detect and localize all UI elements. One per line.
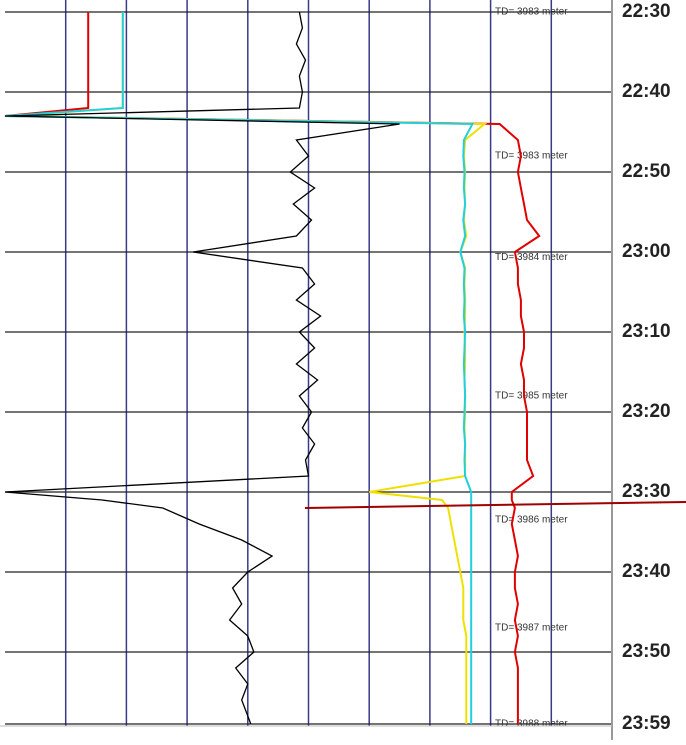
time-tick-label: 23:30 <box>622 481 671 502</box>
time-tick-label: 23:40 <box>622 561 671 582</box>
annotations: TD= 3983 meter TD= 3983 meter TD= 3984 met… <box>495 7 568 730</box>
time-axis: 22:30 22:40 22:50 23:00 23:10 23:20 23:30 23:40… <box>622 1 671 734</box>
time-tick-label: 23:20 <box>622 401 671 422</box>
time-tick-label: 22:30 <box>622 1 671 22</box>
depth-annotation: TD= 3983 meter <box>495 7 568 18</box>
time-tick-label: 23:50 <box>622 641 671 662</box>
depth-annotation: TD= 3984 meter <box>495 252 568 263</box>
trace <box>4 11 400 725</box>
depth-annotation: TD= 3988 meter <box>495 719 568 730</box>
time-tick-label: 23:00 <box>622 241 671 262</box>
traces <box>4 11 541 725</box>
marker-line <box>304 501 686 509</box>
depth-annotation: TD= 3986 meter <box>495 515 568 526</box>
depth-annotation: TD= 3985 meter <box>495 391 568 402</box>
depth-annotation: TD= 3983 meter <box>495 151 568 162</box>
trace <box>4 12 475 724</box>
time-tick-label: 22:40 <box>622 81 671 102</box>
depth-annotation: TD= 3987 meter <box>495 623 568 634</box>
time-tick-label: 23:10 <box>622 321 671 342</box>
time-tick-label: 22:50 <box>622 161 671 182</box>
time-tick-label: 23:59 <box>622 713 671 734</box>
